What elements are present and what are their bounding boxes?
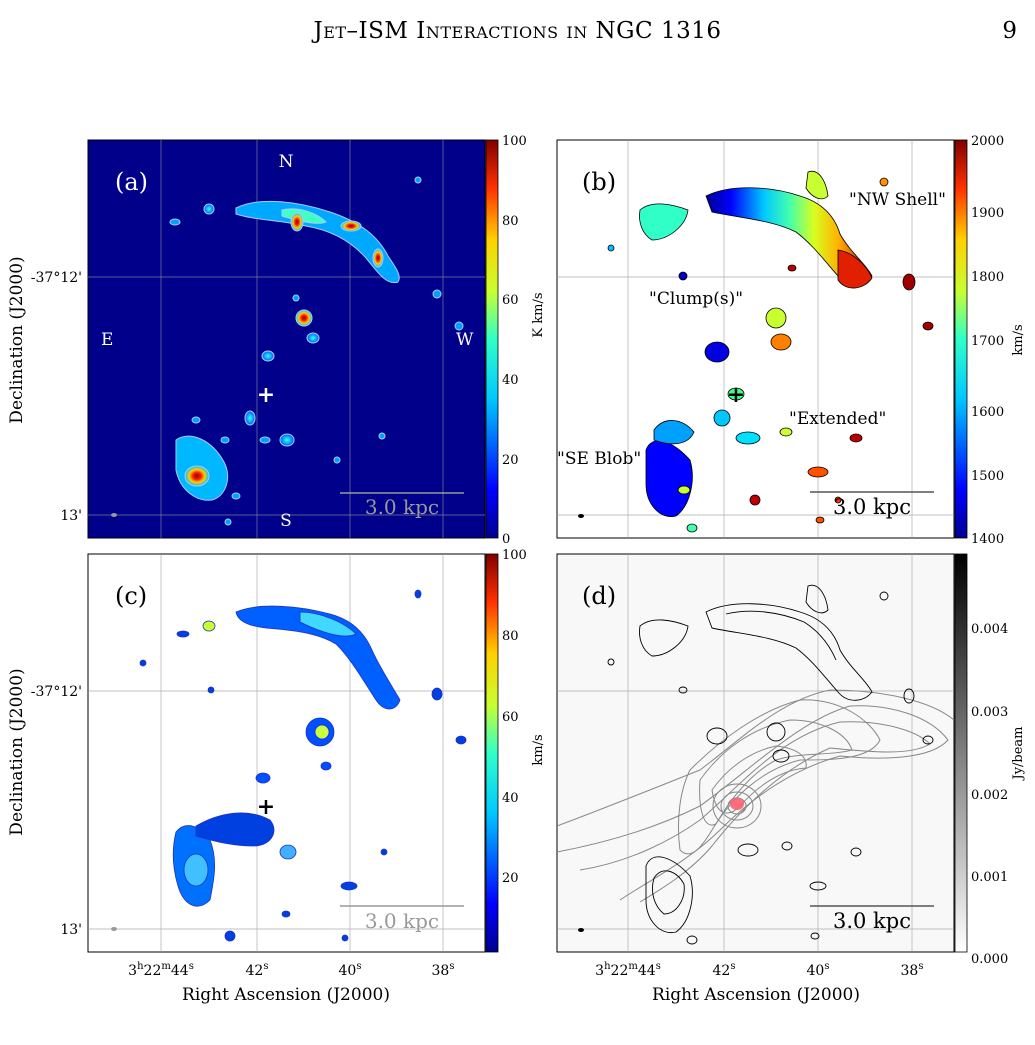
svg-text:40: 40 [502, 791, 519, 806]
panel-d-colorbar [954, 553, 968, 953]
nucleus-marker: + [257, 382, 275, 408]
panel-a-frame [87, 139, 486, 539]
panel-c-beam [111, 927, 117, 931]
ylabel-bottom: Declination (J2000) [7, 668, 27, 835]
svg-text:0.002: 0.002 [971, 788, 1008, 803]
annotation-nw-shell: "NW Shell" [849, 190, 946, 210]
panel-a-colorbar-ticks: 100 80 60 40 20 0 [502, 134, 527, 547]
direction-west: W [456, 330, 474, 350]
xtick-d-2: 42s [713, 961, 736, 979]
svg-text:60: 60 [502, 293, 519, 308]
panel-c-label: (c) [115, 582, 147, 610]
panel-d-frame [556, 553, 955, 953]
panel-b-label: (b) [582, 168, 616, 196]
panel-a-scalebar-label: 3.0 kpc [365, 495, 439, 519]
svg-text:1400: 1400 [971, 532, 1004, 547]
direction-north: N [279, 152, 294, 172]
nucleus-marker: + [727, 382, 745, 408]
svg-text:0: 0 [502, 532, 510, 547]
ytick-top-1: -37°12' [31, 270, 82, 286]
direction-east: E [101, 330, 113, 350]
direction-south: S [280, 511, 292, 531]
svg-text:0.003: 0.003 [971, 705, 1008, 720]
svg-text:20: 20 [502, 871, 519, 886]
ytick-bottom-1: -37°12' [31, 684, 82, 700]
svg-text:20: 20 [502, 453, 519, 468]
panel-a-beam [111, 513, 117, 517]
panel-c-colorbar-label: km/s [531, 734, 546, 765]
co-contours [607, 584, 934, 945]
svg-text:1500: 1500 [971, 469, 1004, 484]
xtick-c-3: 40s [339, 961, 362, 979]
xtick-d-4: 38s [901, 961, 924, 979]
svg-text:100: 100 [502, 134, 527, 149]
annotation-se-blob: "SE Blob" [557, 449, 641, 469]
radio-core [730, 798, 744, 810]
svg-text:80: 80 [502, 629, 519, 644]
svg-text:1800: 1800 [971, 270, 1004, 285]
ytick-bottom-2: 13' [60, 922, 82, 938]
ytick-top-2: 13' [60, 508, 82, 524]
page-number: 9 [1002, 18, 1017, 44]
annotation-clumps: "Clump(s)" [649, 289, 743, 309]
xlabel-d: Right Ascension (J2000) [652, 985, 860, 1005]
running-title: Jet–ISM Interactions in NGC 1316 [313, 18, 722, 44]
panel-c-dispersion-emission [139, 589, 467, 942]
svg-text:1900: 1900 [971, 206, 1004, 221]
svg-text:80: 80 [502, 214, 519, 229]
svg-text:0.004: 0.004 [971, 622, 1008, 637]
xtick-c-1: 3h22m44s [128, 961, 194, 979]
ylabel-top: Declination (J2000) [7, 256, 27, 423]
panel-d-colorbar-ticks: 0.004 0.003 0.002 0.001 0.000 [971, 622, 1008, 967]
panel-d-beam [578, 928, 584, 932]
annotation-extended: "Extended" [789, 409, 886, 429]
xtick-c-4: 38s [432, 961, 455, 979]
panel-d-scalebar-label: 3.0 kpc [833, 909, 911, 933]
xtick-d-1: 3h22m44s [595, 961, 661, 979]
panel-b-scalebar-label: 3.0 kpc [833, 495, 911, 519]
panel-d-colorbar-label: Jy/beam [1011, 726, 1026, 781]
panel-a-colorbar-label: K km/s [531, 292, 546, 337]
xtick-c-2: 42s [246, 961, 269, 979]
panel-b: (b) "NW Shell" "Clump(s)" "Extended" "SE… [556, 134, 1026, 547]
panel-c-colorbar [485, 553, 499, 953]
nucleus-marker: + [257, 794, 275, 820]
svg-text:2000: 2000 [971, 134, 1004, 149]
panel-a: (a) N S E W + 3.0 kpc 100 80 60 40 20 0 … [87, 134, 546, 547]
svg-text:100: 100 [502, 548, 527, 563]
panel-d-label: (d) [582, 582, 616, 610]
panel-b-colorbar-label: km/s [1011, 324, 1026, 355]
panel-a-grid [88, 140, 485, 538]
svg-text:1700: 1700 [971, 334, 1004, 349]
panel-c-scalebar-label: 3.0 kpc [365, 909, 439, 933]
svg-text:0.001: 0.001 [971, 870, 1008, 885]
panel-c-colorbar-ticks: 100 80 60 40 20 [502, 548, 527, 886]
panel-a-emission [169, 176, 464, 526]
panel-b-velocity-emission [607, 170, 934, 533]
axis-labels: Declination (J2000) Declination (J2000) … [7, 256, 923, 1005]
svg-text:40: 40 [502, 373, 519, 388]
svg-text:1600: 1600 [971, 405, 1004, 420]
panel-d: (d) 3.0 kpc 0.004 0.003 0.002 0.001 0.00… [556, 553, 1026, 967]
panel-b-colorbar-ticks: 2000 1900 1800 1700 1600 1500 1400 [971, 134, 1004, 547]
panel-a-label: (a) [115, 168, 148, 196]
xtick-d-3: 40s [807, 961, 830, 979]
svg-text:0.000: 0.000 [971, 952, 1008, 967]
panel-b-beam [578, 514, 584, 518]
page-header: Jet–ISM Interactions in NGC 1316 9 [0, 8, 1035, 48]
panel-c: (c) + 3.0 kpc 100 80 60 40 20 km/s [87, 548, 546, 953]
panel-b-colorbar [954, 139, 968, 539]
panel-a-colorbar [485, 139, 499, 539]
svg-text:60: 60 [502, 710, 519, 725]
xlabel-c: Right Ascension (J2000) [182, 985, 390, 1005]
